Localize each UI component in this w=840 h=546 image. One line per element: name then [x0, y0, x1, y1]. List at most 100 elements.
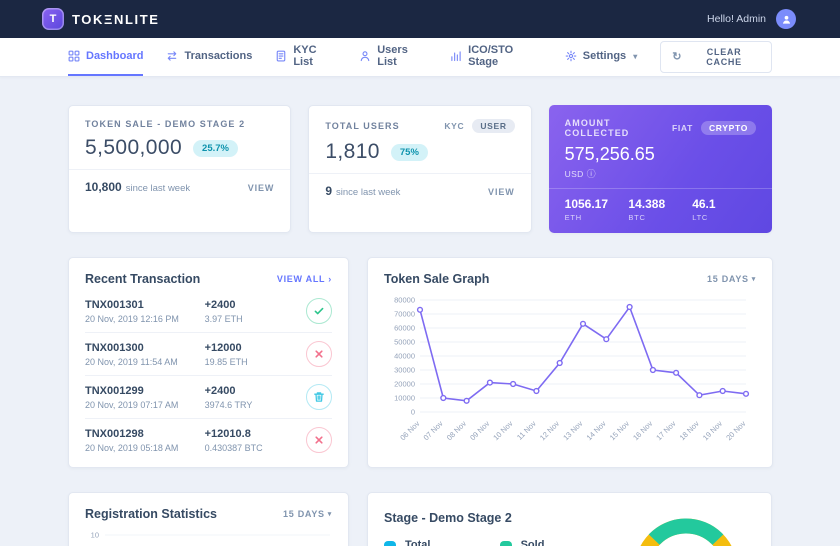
nav-item-users-list[interactable]: Users List — [359, 38, 427, 76]
total-users-delta: 9 since last week — [325, 184, 401, 198]
svg-text:80000: 80000 — [394, 296, 415, 305]
tokenlite-logo-icon: T — [42, 8, 64, 30]
svg-text:07 Nov: 07 Nov — [422, 419, 445, 442]
nav-item-transactions[interactable]: Transactions — [166, 38, 252, 76]
nav-item-settings[interactable]: Settings ▾ — [565, 38, 637, 76]
transaction-amount: +2400 — [204, 298, 236, 311]
nav-item-label: Settings — [582, 50, 627, 62]
stage-card: Stage - Demo Stage 2 Total5,500,000 Sold1… — [367, 492, 772, 546]
transaction-crypto-amount: 3974.6 TRY — [204, 399, 253, 410]
transaction-row[interactable]: TNX001300 20 Nov, 2019 11:54 AM +12000 19.8… — [85, 333, 332, 376]
transaction-date: 20 Nov, 2019 12:16 PM — [85, 313, 179, 324]
svg-text:09 Nov: 09 Nov — [468, 419, 491, 442]
token-sale-card: TOKEN SALE - DEMO STAGE 2 5,500,000 25.7… — [68, 105, 292, 233]
total-users-card: TOTAL USERS KYC USER 1,810 75% 9 since la… — [308, 105, 532, 233]
legend-sold: Sold1,413,919 * — [499, 539, 570, 546]
svg-text:10000: 10000 — [394, 394, 415, 403]
users-list-icon — [359, 50, 371, 62]
amount-item-btc: 14.388 BTC — [628, 197, 666, 222]
total-users-title: TOTAL USERS — [325, 121, 400, 131]
greeting-text: Hello! Admin — [707, 13, 766, 25]
svg-text:12 Nov: 12 Nov — [538, 419, 561, 442]
transaction-amount: +12000 — [204, 341, 242, 354]
token-sale-title: TOKEN SALE - DEMO STAGE 2 — [85, 119, 246, 129]
stage-donut-chart: 5,500,000TLE — [634, 518, 738, 546]
info-icon: ⓘ — [586, 169, 596, 179]
amount-collected-card: AMOUNT COLLECTED FIAT CRYPTO 575,256.65 … — [548, 105, 772, 233]
svg-text:0: 0 — [411, 408, 415, 417]
svg-text:50000: 50000 — [394, 338, 415, 347]
transaction-amount: +12010.8 — [204, 427, 251, 440]
legend-swatch — [499, 541, 512, 546]
brand-text: TOKΞNLITE — [72, 11, 160, 27]
nav-items: Dashboard Transactions KYC List Users List I… — [68, 38, 660, 76]
transaction-crypto-amount: 3.97 ETH — [204, 313, 243, 324]
token-sale-value: 5,500,000 — [85, 136, 183, 159]
legend-swatch — [384, 541, 396, 546]
transaction-amount: +2400 — [204, 384, 236, 397]
bar-chart-period-dropdown[interactable]: 15 DAYS ▾ — [283, 509, 332, 519]
svg-text:10: 10 — [91, 531, 99, 540]
amount-collected-currency: USD ⓘ — [564, 169, 596, 179]
svg-text:18 Nov: 18 Nov — [678, 419, 701, 442]
svg-text:20 Nov: 20 Nov — [724, 419, 747, 442]
settings-icon — [565, 50, 577, 62]
token-sale-view-link[interactable]: VIEW — [247, 183, 275, 193]
transactions-icon — [166, 50, 178, 62]
svg-text:13 Nov: 13 Nov — [561, 419, 584, 442]
amount-collected-title: AMOUNT COLLECTED — [564, 118, 630, 138]
topbar: T TOKΞNLITE Hello! Admin — [0, 0, 840, 38]
tab-user[interactable]: USER — [472, 119, 515, 133]
clear-cache-button[interactable]: ↻ CLEAR CACHE — [660, 41, 772, 73]
brand[interactable]: T TOKΞNLITE — [42, 8, 160, 30]
svg-text:15 Nov: 15 Nov — [608, 419, 631, 442]
svg-text:17 Nov: 17 Nov — [654, 419, 677, 442]
svg-text:30000: 30000 — [394, 366, 415, 375]
svg-text:14 Nov: 14 Nov — [585, 419, 608, 442]
amount-item-eth: 1056.17 ETH — [564, 197, 609, 222]
user-avatar[interactable] — [776, 9, 796, 29]
status-success-icon — [306, 298, 332, 324]
tab-crypto[interactable]: CRYPTO — [700, 121, 756, 135]
transaction-id: TNX001301 — [85, 298, 144, 311]
amount-item-ltc: 46.1 LTC — [692, 197, 716, 222]
total-users-view-link[interactable]: VIEW — [488, 187, 515, 197]
registration-chart: 0246810 — [91, 531, 330, 540]
amount-collected-value: 575,256.65 — [564, 144, 655, 164]
transaction-id: TNX001299 — [85, 384, 144, 397]
total-users-percent-badge: 75% — [390, 143, 428, 161]
kyc-list-icon — [275, 50, 287, 62]
chevron-down-icon: ▾ — [633, 51, 638, 61]
tab-kyc[interactable]: KYC — [444, 121, 465, 131]
transaction-row[interactable]: TNX001299 20 Nov, 2019 07:17 AM +2400 3974.… — [85, 376, 332, 419]
nav-item-label: Users List — [377, 44, 408, 68]
transaction-crypto-amount: 19.85 ETH — [204, 356, 248, 367]
legend-total: Total5,500,000 — [384, 539, 454, 546]
total-users-value: 1,810 — [325, 140, 380, 163]
transaction-date: 20 Nov, 2019 07:17 AM — [85, 399, 179, 410]
nav-item-kyc-list[interactable]: KYC List — [275, 38, 336, 76]
transaction-row[interactable]: TNX001298 20 Nov, 2019 05:18 AM +12010.8 0.… — [85, 419, 332, 461]
transaction-id: TNX001300 — [85, 341, 144, 354]
tab-fiat[interactable]: FIAT — [671, 123, 693, 133]
nav-item-ico-sto-stage[interactable]: ICO/STO Stage — [450, 38, 542, 76]
transaction-id: TNX001298 — [85, 427, 144, 440]
status-failed-icon — [306, 341, 332, 367]
token-sale-chart: 0 10000 20000 30000 40000 50000 60000 70000 8000… — [394, 296, 750, 442]
navbar: Dashboard Transactions KYC List Users List I… — [0, 38, 840, 77]
status-failed-icon — [306, 427, 332, 453]
view-all-link[interactable]: VIEW ALL › — [276, 274, 332, 284]
transaction-row[interactable]: TNX001301 20 Nov, 2019 12:16 PM +2400 3.97 … — [85, 290, 332, 333]
svg-text:06 Nov: 06 Nov — [398, 419, 421, 442]
nav-item-label: Transactions — [184, 50, 253, 62]
line-chart-period-dropdown[interactable]: 15 DAYS ▾ — [707, 274, 756, 284]
registration-statistics-card: Registration Statistics 15 DAYS▾ 0246810 — [68, 492, 349, 546]
token-sale-delta: 10,800 since last week — [85, 180, 191, 194]
svg-text:10 Nov: 10 Nov — [491, 419, 514, 442]
svg-text:08 Nov: 08 Nov — [445, 419, 468, 442]
nav-item-dashboard[interactable]: Dashboard — [68, 38, 144, 76]
clear-cache-label: CLEAR CACHE — [706, 47, 742, 67]
svg-text:16 Nov: 16 Nov — [631, 419, 654, 442]
dashboard-content: TOKEN SALE - DEMO STAGE 2 5,500,000 25.7… — [68, 77, 773, 546]
transaction-date: 20 Nov, 2019 05:18 AM — [85, 442, 179, 453]
